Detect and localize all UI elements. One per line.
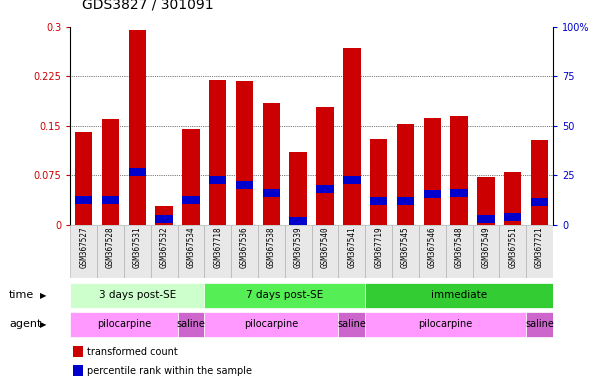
Bar — [419, 225, 445, 278]
Bar — [209, 79, 227, 225]
Text: immediate: immediate — [431, 290, 487, 300]
Text: GSM367549: GSM367549 — [481, 226, 491, 268]
Bar — [338, 225, 365, 278]
Bar — [231, 225, 258, 278]
Bar — [204, 225, 231, 278]
Text: GSM367548: GSM367548 — [455, 226, 464, 268]
Bar — [316, 185, 334, 193]
Bar — [477, 215, 495, 223]
Bar — [97, 225, 124, 278]
Text: time: time — [9, 290, 34, 300]
Text: pilocarpine: pilocarpine — [97, 319, 151, 329]
Text: transformed count: transformed count — [87, 347, 178, 357]
Text: GSM367546: GSM367546 — [428, 226, 437, 268]
Text: GSM367718: GSM367718 — [213, 226, 222, 268]
Bar — [397, 197, 414, 205]
Bar — [472, 225, 499, 278]
Text: saline: saline — [337, 319, 366, 329]
Bar — [70, 312, 178, 336]
Bar — [450, 116, 468, 225]
Bar — [236, 181, 254, 189]
Text: GSM367551: GSM367551 — [508, 226, 518, 268]
Bar — [504, 172, 521, 225]
Bar — [75, 195, 92, 204]
Bar — [70, 225, 97, 278]
Bar — [526, 312, 553, 336]
Bar — [504, 213, 521, 221]
Text: GSM367527: GSM367527 — [79, 226, 88, 268]
Bar — [285, 225, 312, 278]
Text: GSM367721: GSM367721 — [535, 226, 544, 268]
Bar — [290, 152, 307, 225]
Bar — [204, 283, 365, 308]
Text: ▶: ▶ — [40, 319, 46, 329]
Bar — [178, 312, 204, 336]
Text: GSM367536: GSM367536 — [240, 226, 249, 268]
Text: GSM367528: GSM367528 — [106, 226, 115, 268]
Bar — [70, 283, 204, 308]
Bar — [263, 103, 280, 225]
Text: pilocarpine: pilocarpine — [419, 319, 473, 329]
Bar — [102, 119, 119, 225]
Text: agent: agent — [9, 319, 42, 329]
Bar — [73, 365, 83, 376]
Bar — [365, 283, 553, 308]
Bar — [445, 225, 472, 278]
Text: GSM367545: GSM367545 — [401, 226, 410, 268]
Bar — [397, 124, 414, 225]
Bar — [531, 198, 548, 206]
Bar — [75, 132, 92, 225]
Bar — [155, 206, 173, 225]
Text: ▶: ▶ — [40, 291, 46, 300]
Text: GSM367540: GSM367540 — [321, 226, 329, 268]
Bar — [102, 195, 119, 204]
Text: saline: saline — [177, 319, 205, 329]
Bar — [155, 215, 173, 223]
Bar — [423, 118, 441, 225]
Bar — [526, 225, 553, 278]
Bar — [343, 48, 360, 225]
Text: saline: saline — [525, 319, 554, 329]
Bar — [370, 197, 387, 205]
Bar — [182, 195, 200, 204]
Bar — [290, 217, 307, 225]
Text: GDS3827 / 301091: GDS3827 / 301091 — [82, 0, 214, 12]
Bar — [343, 176, 360, 184]
Bar — [209, 176, 227, 184]
Text: pilocarpine: pilocarpine — [244, 319, 299, 329]
Text: 3 days post-SE: 3 days post-SE — [99, 290, 176, 300]
Bar — [477, 177, 495, 225]
Bar — [128, 30, 146, 225]
Text: GSM367541: GSM367541 — [347, 226, 356, 268]
Bar — [531, 140, 548, 225]
Text: 7 days post-SE: 7 days post-SE — [246, 290, 323, 300]
Bar — [338, 312, 365, 336]
Bar — [124, 225, 151, 278]
Bar — [392, 225, 419, 278]
Bar — [128, 168, 146, 176]
Bar — [365, 312, 526, 336]
Bar — [370, 139, 387, 225]
Bar — [365, 225, 392, 278]
Text: GSM367538: GSM367538 — [267, 226, 276, 268]
Bar — [236, 81, 254, 225]
Bar — [73, 346, 83, 357]
Text: percentile rank within the sample: percentile rank within the sample — [87, 366, 252, 376]
Bar — [204, 312, 338, 336]
Text: GSM367531: GSM367531 — [133, 226, 142, 268]
Text: GSM367534: GSM367534 — [186, 226, 196, 268]
Bar — [151, 225, 178, 278]
Text: GSM367719: GSM367719 — [374, 226, 383, 268]
Text: GSM367539: GSM367539 — [294, 226, 302, 268]
Bar — [263, 189, 280, 197]
Bar — [258, 225, 285, 278]
Text: GSM367532: GSM367532 — [159, 226, 169, 268]
Bar — [423, 190, 441, 198]
Bar — [182, 129, 200, 225]
Bar — [499, 225, 526, 278]
Bar — [450, 189, 468, 197]
Bar — [312, 225, 338, 278]
Bar — [178, 225, 204, 278]
Bar — [316, 107, 334, 225]
